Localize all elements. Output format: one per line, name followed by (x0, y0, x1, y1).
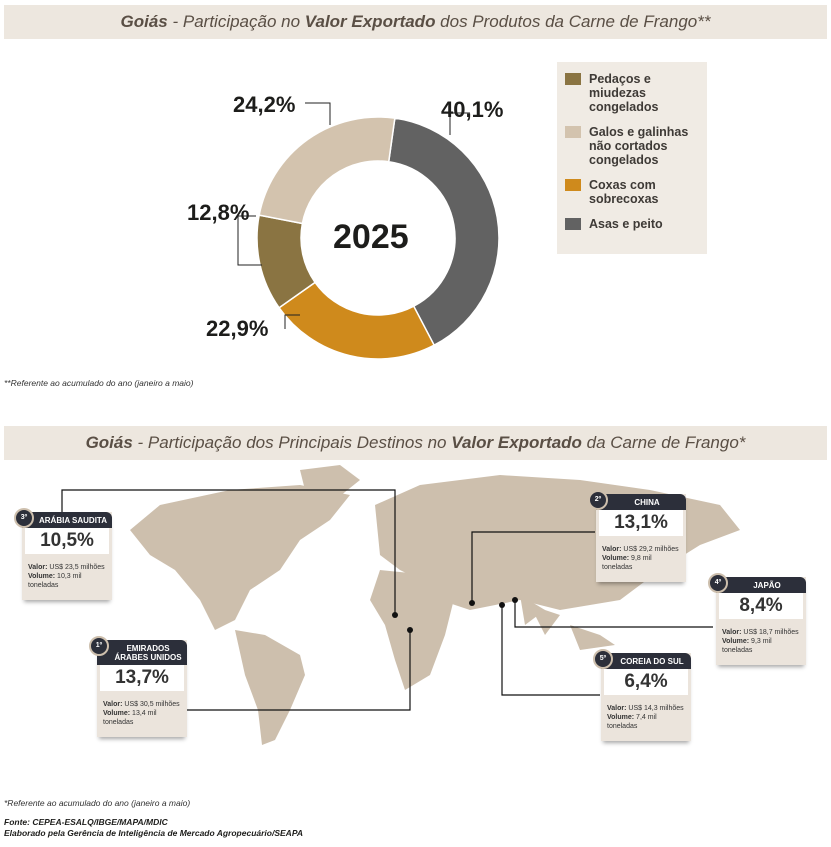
rank-badge: 3º (14, 508, 34, 528)
valor-label: Valor: (607, 705, 627, 712)
donut-slice-3 (258, 116, 396, 225)
title-text-end: dos Produtos da Carne de Frango** (435, 12, 711, 31)
title-text: - Participação dos Principais Destinos n… (132, 433, 452, 452)
volume-value: 13,4 mil toneladas (103, 710, 157, 726)
legend-swatch (565, 218, 581, 230)
legend-label: Coxas com sobrecoxas (589, 178, 659, 206)
leader-line (284, 314, 300, 329)
destination-card-emirados: 1º EMIRADOS ÁRABES UNIDOS 13,7% Valor: US$ … (89, 636, 187, 737)
donut-slice-0 (387, 117, 500, 347)
title-text-end: da Carne de Frango* (581, 433, 746, 452)
donut-slice-1 (278, 281, 436, 360)
legend-label: Galos e galinhas não cortados congelados (589, 125, 689, 167)
data-label-galos: 24,2% (233, 92, 296, 117)
valor-value: US$ 23,5 milhões (47, 564, 105, 571)
destination-card-japao: 4º JAPÃO 8,4% Valor: US$ 18,7 milhões Volume… (708, 573, 806, 665)
volume-label: Volume: (28, 573, 56, 580)
rank-badge: 2º (588, 490, 608, 510)
volume-label: Volume: (103, 710, 131, 717)
legend-swatch (565, 126, 581, 138)
legend-swatch (565, 179, 581, 191)
valor-value: US$ 14,3 milhões (626, 705, 684, 712)
volume-label: Volume: (607, 714, 635, 721)
legend-swatch (565, 73, 581, 85)
title-place: Goiás (120, 12, 168, 31)
volume-value: 9,8 mil toneladas (602, 555, 652, 571)
volume-value: 7,4 mil toneladas (607, 714, 657, 730)
map-title-banner: Goiás - Participação dos Principais Dest… (4, 426, 827, 460)
volume-value: 9,3 mil toneladas (722, 638, 772, 654)
legend-label: Pedaços e miudezas congelados (589, 72, 659, 114)
valor-value: US$ 18,7 milhões (741, 629, 799, 636)
data-label-pedacos: 12,8% (187, 200, 250, 225)
leader-line (305, 102, 331, 125)
leader-line (449, 112, 470, 135)
volume-value: 10,3 mil toneladas (28, 573, 82, 589)
country-name: COREIA DO SUL (601, 653, 691, 669)
country-share: 10,5% (25, 528, 109, 554)
title-bold: Valor Exportado (304, 12, 436, 31)
rank-badge: 5º (593, 649, 613, 669)
destination-markers (392, 597, 518, 633)
credit-text: Elaborado pela Gerência de Inteligência … (4, 828, 303, 838)
chart-title-banner: Goiás - Participação no Valor Exportado … (4, 5, 827, 39)
valor-value: US$ 30,5 milhões (122, 701, 180, 708)
country-share: 8,4% (719, 593, 803, 619)
connector-lines (61, 489, 713, 711)
valor-label: Valor: (722, 629, 742, 636)
title-text: - Participação no (167, 12, 305, 31)
valor-value: US$ 29,2 milhões (621, 546, 679, 553)
chart-legend: Pedaços e miudezas congelados Galos e ga… (557, 62, 707, 254)
valor-label: Valor: (602, 546, 622, 553)
country-share: 6,4% (604, 669, 688, 695)
rank-badge: 4º (708, 573, 728, 593)
country-name: CHINA (596, 494, 686, 510)
title-bold: Valor Exportado (451, 433, 582, 452)
destination-card-china: 2º CHINA 13,1% Valor: US$ 29,2 milhões Volum… (588, 490, 686, 582)
valor-label: Valor: (28, 564, 48, 571)
leader-line (237, 215, 262, 266)
country-name: ARÁBIA SAUDITA (22, 512, 112, 528)
country-share: 13,7% (100, 665, 184, 691)
title-place: Goiás (85, 433, 133, 452)
rank-badge: 1º (89, 636, 109, 656)
volume-label: Volume: (602, 555, 630, 562)
valor-label: Valor: (103, 701, 123, 708)
data-label-coxas: 22,9% (206, 316, 269, 341)
destination-card-coreia-do-sul: 5º COREIA DO SUL 6,4% Valor: US$ 14,3 milhõ… (593, 649, 691, 741)
country-share: 13,1% (599, 510, 683, 536)
donut-center-year: 2025 (333, 218, 409, 256)
footnote-map: *Referente ao acumulado do ano (janeiro … (4, 798, 191, 808)
volume-label: Volume: (722, 638, 750, 645)
destination-card-arabia-saudita: 3º ARÁBIA SAUDITA 10,5% Valor: US$ 23,5 mil… (14, 508, 112, 600)
legend-label: Asas e peito (589, 217, 663, 231)
data-label-asas: 40,1% (441, 97, 504, 122)
donut-chart (237, 102, 500, 360)
legend-item: Pedaços e miudezas congelados (565, 72, 699, 114)
legend-item: Coxas com sobrecoxas (565, 178, 699, 206)
world-map (61, 465, 740, 745)
legend-item: Asas e peito (565, 217, 699, 231)
legend-item: Galos e galinhas não cortados congelados (565, 125, 699, 167)
footnote-chart: **Referente ao acumulado do ano (janeiro… (4, 378, 194, 388)
country-name: EMIRADOS ÁRABES UNIDOS (97, 640, 187, 665)
source-text: Fonte: CEPEA-ESALQ/IBGE/MAPA/MDIC (4, 817, 168, 827)
country-name: JAPÃO (716, 577, 806, 593)
